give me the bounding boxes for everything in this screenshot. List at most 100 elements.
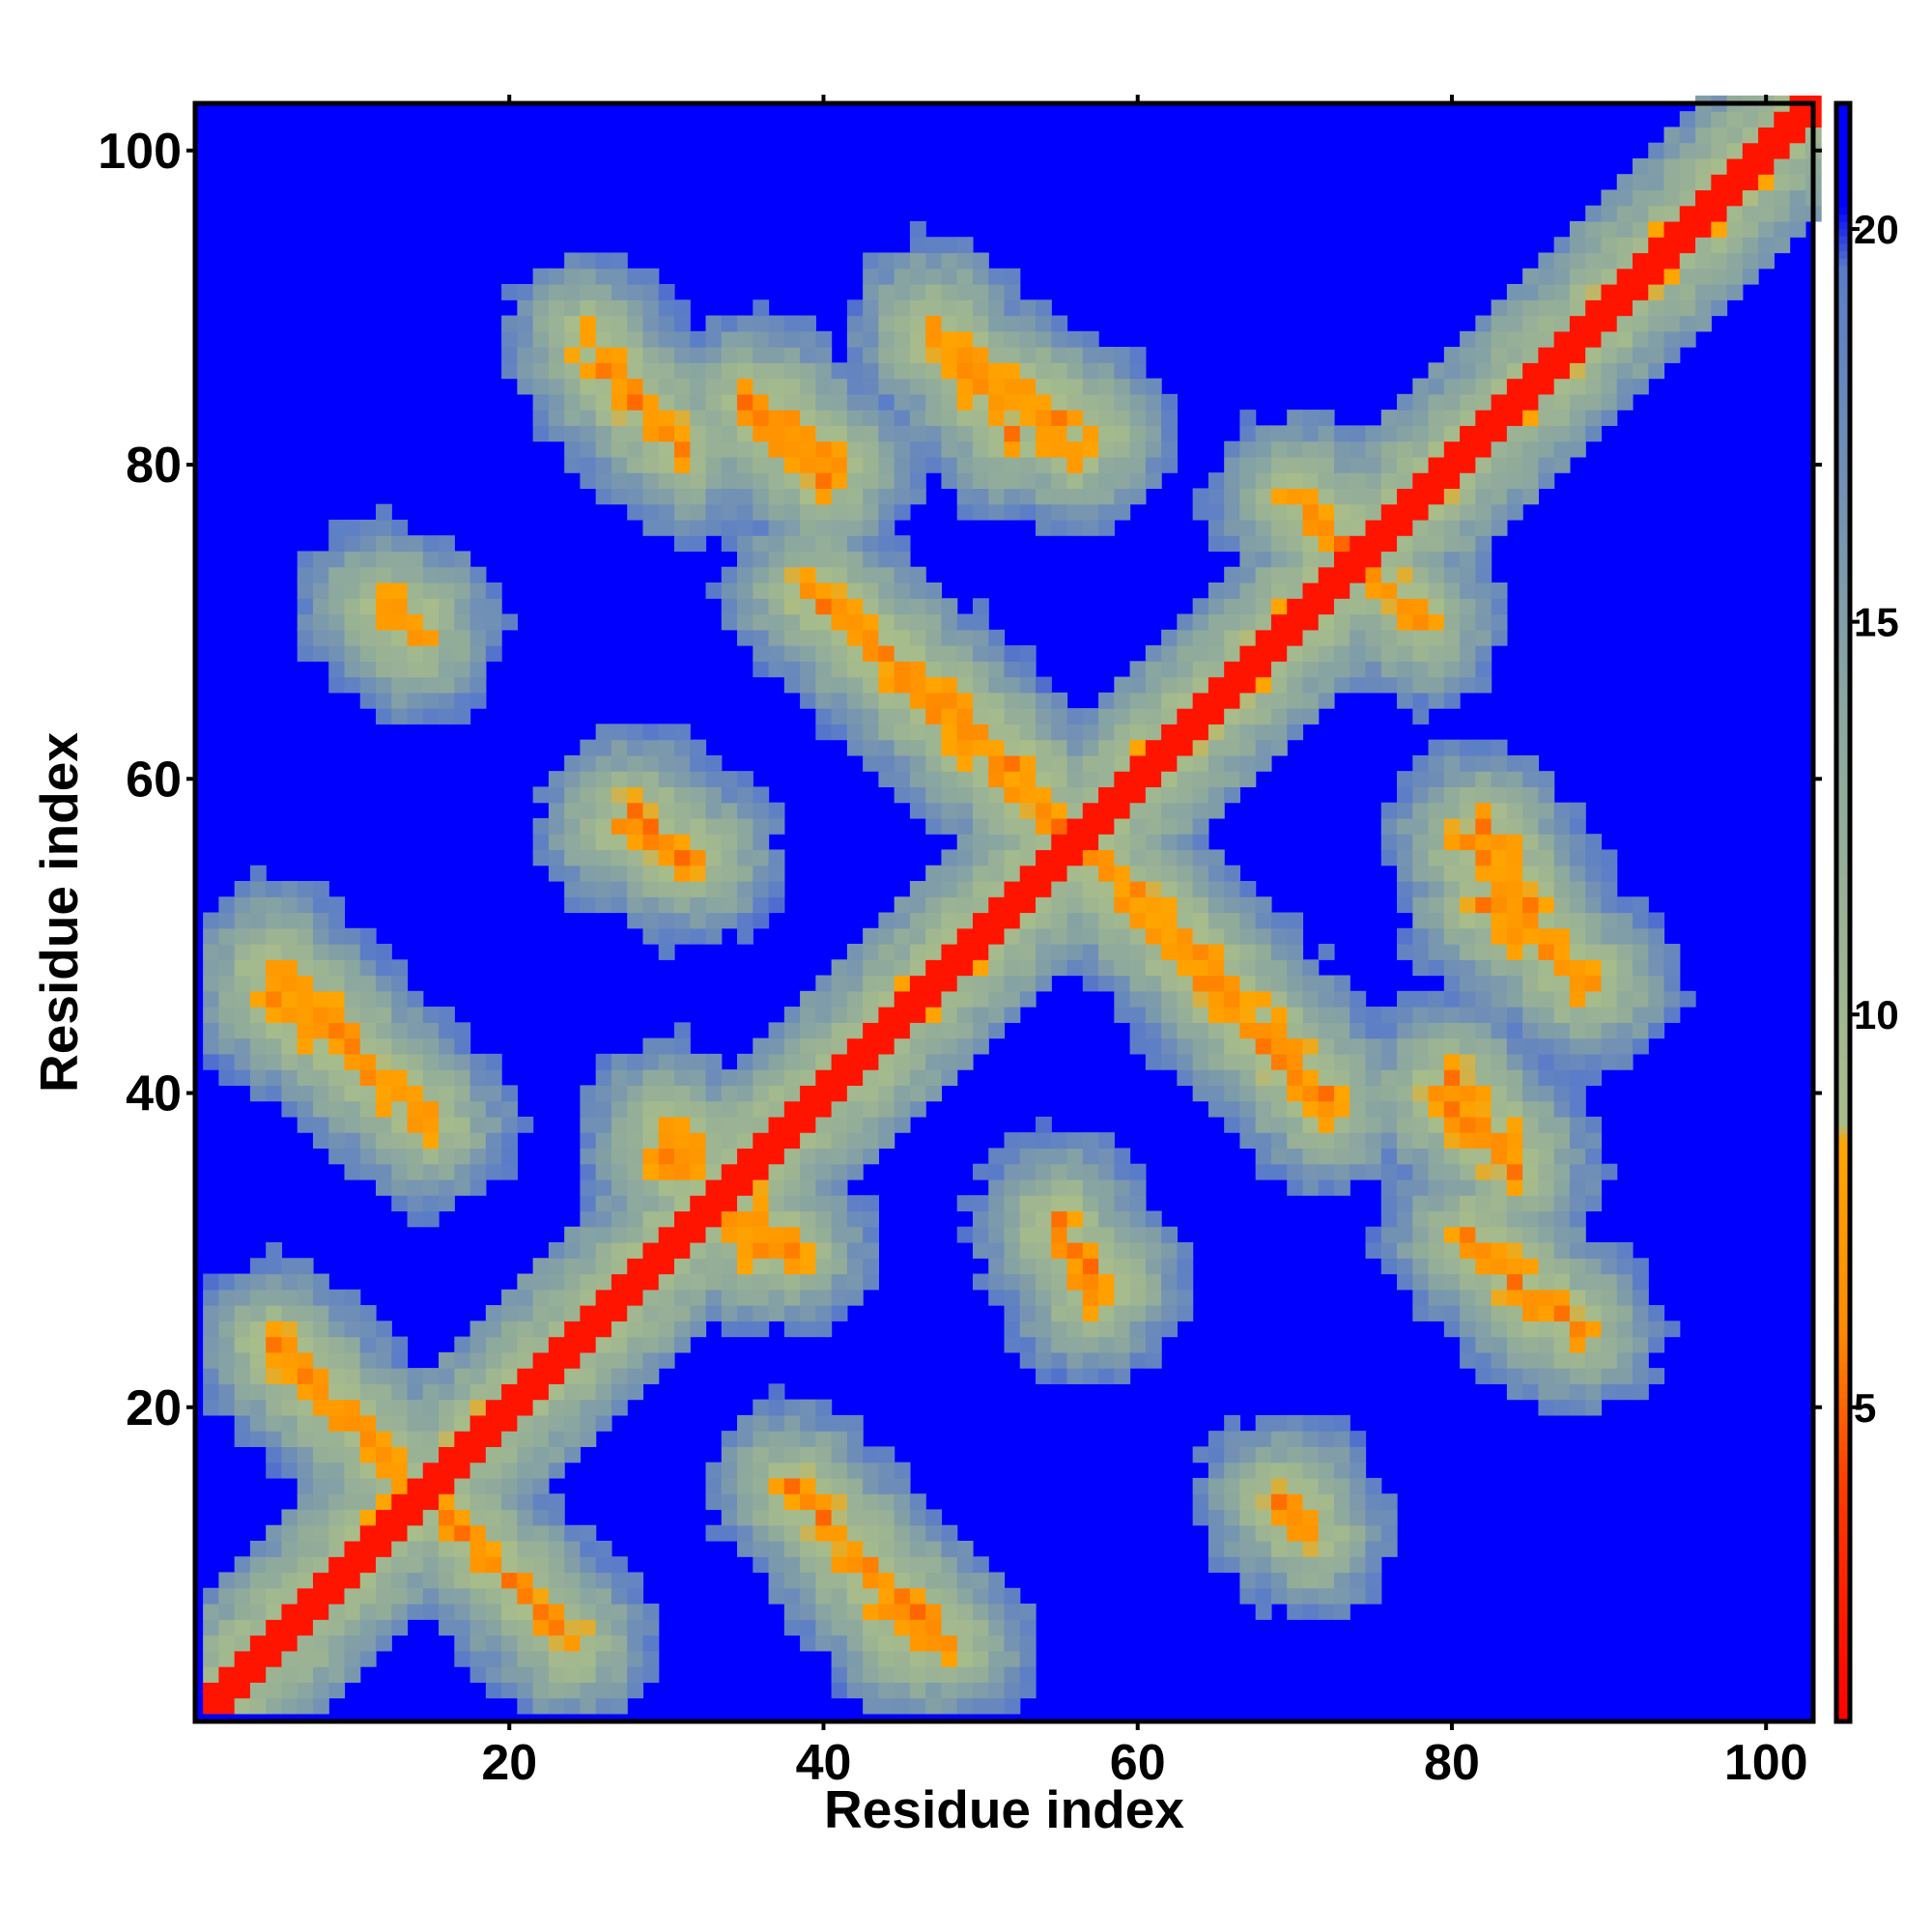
heatmap-cell [815, 1321, 833, 1338]
heatmap-cell [941, 598, 958, 615]
heatmap-cell [1098, 1210, 1115, 1228]
heatmap-cell [1553, 1085, 1571, 1102]
heatmap-cell [1663, 142, 1681, 159]
heatmap-cell [1224, 488, 1241, 505]
heatmap-cell [1397, 440, 1413, 458]
heatmap-cell [627, 1148, 644, 1165]
heatmap-cell [846, 582, 864, 599]
heatmap-cell [376, 692, 392, 709]
heatmap-cell [1082, 378, 1099, 395]
heatmap-cell [344, 975, 361, 992]
heatmap-cell [501, 1289, 518, 1306]
heatmap-cell [846, 1604, 864, 1620]
heatmap-cell [956, 645, 974, 662]
colorbar-segment [1838, 1118, 1848, 1127]
heatmap-cell [831, 1305, 848, 1321]
heatmap-cell [1161, 771, 1178, 787]
heatmap-cell [1019, 1289, 1037, 1306]
heatmap-cell [1365, 1572, 1382, 1589]
heatmap-cell [988, 676, 1006, 694]
heatmap-cell [1129, 692, 1147, 709]
heatmap-cell [1365, 456, 1382, 473]
heatmap-cell [1287, 1037, 1304, 1055]
heatmap-cell [1491, 802, 1508, 819]
heatmap-cell [1569, 1053, 1586, 1070]
heatmap-cell [359, 1336, 377, 1353]
heatmap-cell [1004, 1148, 1021, 1165]
heatmap-cell [972, 252, 989, 270]
heatmap-cell [783, 1462, 801, 1479]
heatmap-cell [1145, 1336, 1162, 1353]
heatmap-cell [517, 1305, 534, 1321]
heatmap-cell [627, 347, 644, 363]
heatmap-cell [501, 1587, 518, 1605]
heatmap-cell [548, 330, 565, 348]
heatmap-cell [218, 1682, 236, 1699]
heatmap-cell [595, 1226, 612, 1243]
heatmap-cell [753, 393, 770, 411]
heatmap-cell [846, 1289, 864, 1306]
heatmap-cell [249, 1634, 267, 1652]
heatmap-cell [359, 1462, 377, 1479]
heatmap-cell [1350, 1100, 1367, 1118]
heatmap-cell [627, 1650, 644, 1667]
heatmap-cell [454, 598, 471, 615]
heatmap-cell [1491, 1179, 1508, 1196]
heatmap-cell [1051, 440, 1068, 458]
heatmap-cell [1460, 488, 1476, 505]
heatmap-cell [1350, 990, 1367, 1008]
heatmap-cell [1318, 1414, 1335, 1432]
heatmap-cell [674, 1273, 691, 1291]
heatmap-cell [1491, 410, 1508, 426]
heatmap-cell [439, 551, 455, 568]
heatmap-cell [800, 1210, 816, 1228]
heatmap-cell [1019, 1273, 1037, 1291]
heatmap-cell [501, 330, 518, 348]
heatmap-cell [532, 834, 550, 851]
heatmap-cell [580, 1351, 597, 1369]
heatmap-cell [721, 912, 738, 929]
heatmap-cell [564, 252, 582, 270]
heatmap-cell [266, 1305, 283, 1321]
heatmap-cell [439, 613, 455, 631]
heatmap-cell [988, 645, 1006, 662]
heatmap-cell [909, 1022, 926, 1039]
heatmap-cell [611, 754, 628, 772]
heatmap-cell [407, 551, 424, 568]
heatmap-cell [1287, 472, 1304, 490]
heatmap-cell [909, 708, 926, 724]
heatmap-cell [1287, 975, 1304, 992]
heatmap-cell [846, 1682, 864, 1699]
heatmap-cell [1460, 676, 1476, 694]
heatmap-cell [218, 990, 236, 1008]
heatmap-cell [894, 347, 911, 363]
heatmap-cell [1350, 1509, 1367, 1526]
heatmap-cell [627, 1289, 644, 1306]
heatmap-cell [1428, 645, 1445, 662]
heatmap-cell [312, 1682, 329, 1699]
heatmap-cell [1270, 488, 1288, 505]
heatmap-cell [1004, 880, 1021, 897]
heatmap-cell [627, 440, 644, 458]
heatmap-cell [1145, 802, 1162, 819]
heatmap-cell [297, 582, 314, 599]
heatmap-cell [1601, 944, 1618, 960]
heatmap-cell [1145, 708, 1162, 724]
heatmap-cell [1475, 347, 1492, 363]
heatmap-cell [768, 1477, 785, 1494]
heatmap-cell [548, 1305, 565, 1321]
heatmap-cell [737, 1210, 753, 1228]
heatmap-cell [909, 284, 926, 300]
heatmap-cell [1412, 1069, 1430, 1086]
heatmap-cell [391, 676, 409, 694]
heatmap-cell [376, 1368, 392, 1384]
heatmap-cell [815, 472, 833, 490]
heatmap-cell [1412, 1179, 1430, 1196]
heatmap-cell [344, 1493, 361, 1511]
heatmap-cell [312, 1289, 329, 1306]
heatmap-cell [690, 1085, 707, 1102]
heatmap-cell [407, 1462, 424, 1479]
heatmap-cell [1380, 1258, 1398, 1275]
heatmap-cell [1302, 440, 1320, 458]
heatmap-cell [1019, 739, 1037, 756]
